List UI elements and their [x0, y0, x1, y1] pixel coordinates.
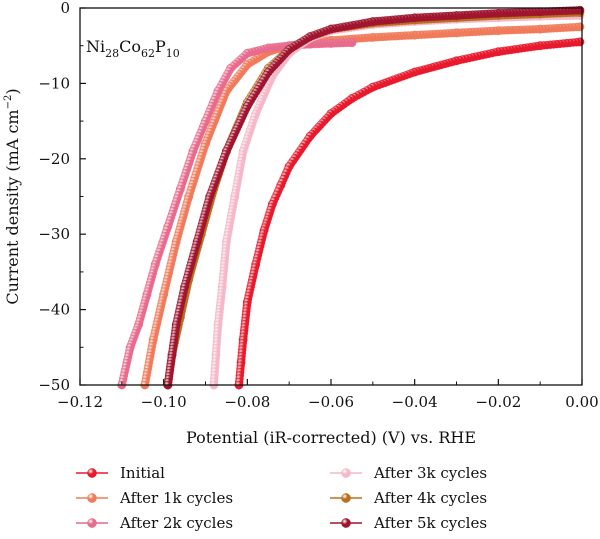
- x-tick-label: −0.12: [57, 393, 103, 411]
- y-tick-label: 0: [60, 0, 70, 17]
- y-axis-label: Current density (mA cm−2): [3, 88, 22, 304]
- x-tick-label: −0.04: [392, 393, 438, 411]
- legend-marker: [87, 518, 97, 528]
- x-tick-label: −0.10: [141, 393, 187, 411]
- series-after-4k-cycles: [163, 8, 585, 390]
- legend-label: After 5k cycles: [373, 514, 487, 532]
- y-axis-label-superscript: −2: [3, 95, 14, 110]
- annotation-subscript: 28: [105, 47, 119, 60]
- legend-marker: [341, 518, 351, 528]
- legend-label: After 3k cycles: [373, 464, 487, 482]
- series-after-1k-cycles: [140, 22, 585, 390]
- legend-marker: [87, 493, 97, 503]
- x-tick-label: −0.06: [308, 393, 354, 411]
- series-initial: [234, 37, 585, 390]
- axes-layer: −0.12 −0.10 −0.08 −0.06 −0.04 −0.02 0.00 0 −10 −2…: [38, 0, 598, 411]
- y-axis-label-main: Current density (mA cm: [3, 109, 22, 304]
- legend: Initial After 1k cycles After 2k cycles Aft…: [76, 464, 487, 532]
- x-axis-label: Potential (iR-corrected) (V) vs. RHE: [186, 428, 476, 447]
- annotation-subscript: 10: [166, 47, 180, 60]
- legend-label: After 1k cycles: [119, 489, 233, 507]
- y-axis-label-tail: ): [3, 88, 22, 94]
- y-tick-label: −20: [38, 150, 70, 168]
- legend-item: After 2k cycles: [76, 514, 233, 532]
- series-layer: [117, 5, 585, 390]
- legend-item: After 3k cycles: [330, 464, 487, 482]
- legend-label: After 4k cycles: [373, 489, 487, 507]
- x-tick-label: −0.08: [224, 393, 270, 411]
- x-tick-label: 0.00: [565, 393, 598, 411]
- series-after-5k-cycles: [163, 5, 585, 390]
- legend-item: After 5k cycles: [330, 514, 487, 532]
- series-after-2k-cycles: [117, 38, 357, 390]
- composition-annotation: Ni28Co62P10: [86, 37, 180, 60]
- y-tick-label: −30: [38, 225, 70, 243]
- y-tick-label: −40: [38, 301, 70, 319]
- legend-marker: [341, 468, 351, 478]
- legend-marker: [87, 468, 97, 478]
- legend-item: Initial: [76, 464, 165, 482]
- annotation-element: Ni: [86, 37, 105, 56]
- legend-label: Initial: [120, 464, 165, 482]
- series-line: [238, 41, 580, 386]
- y-tick-label: −50: [38, 376, 70, 394]
- legend-marker: [341, 493, 351, 503]
- x-tick-label: −0.02: [475, 393, 521, 411]
- legend-item: After 1k cycles: [76, 489, 233, 507]
- y-tick-label: −10: [38, 74, 70, 92]
- legend-label: After 2k cycles: [119, 514, 233, 532]
- annotation-element: Co: [119, 37, 141, 56]
- annotation-subscript: 62: [141, 47, 155, 60]
- annotation-element: P: [155, 37, 166, 56]
- legend-item: After 4k cycles: [330, 489, 487, 507]
